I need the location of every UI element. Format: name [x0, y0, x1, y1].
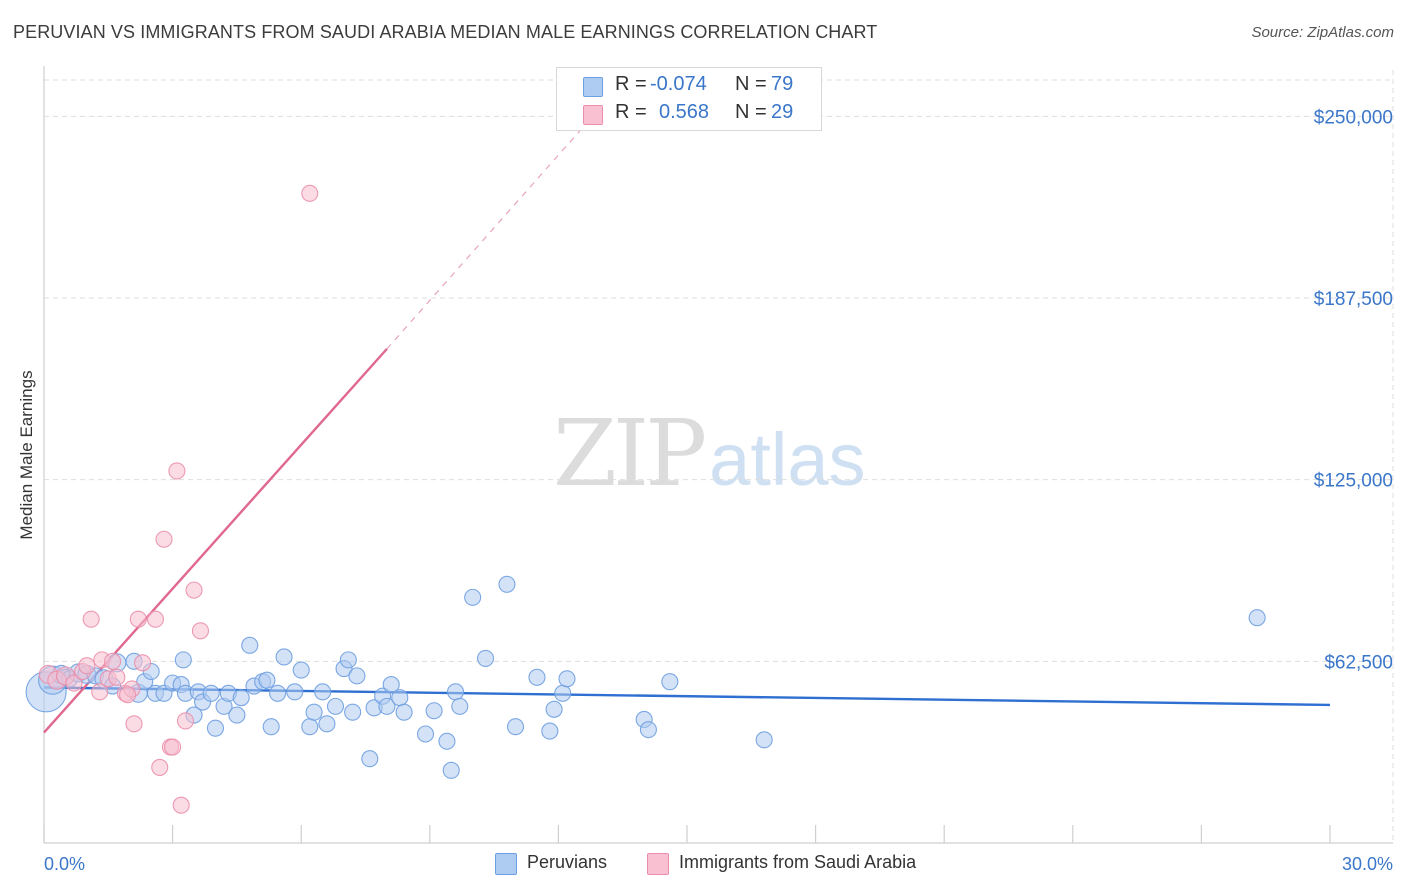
point-peruvians [305, 703, 323, 721]
point-peruvians [442, 761, 460, 779]
point-peruvians [438, 732, 456, 750]
point-peruvians [554, 684, 572, 702]
point-peruvians [286, 683, 304, 701]
point-peruvians [464, 588, 482, 606]
point-peruvians [391, 689, 409, 707]
point-saudi [125, 715, 143, 733]
y-tick-label: $187,500 [1314, 289, 1393, 310]
point-peruvians [344, 703, 362, 721]
point-peruvians [174, 651, 192, 669]
point-peruvians [639, 721, 657, 739]
point-saudi [82, 610, 100, 628]
point-peruvians [661, 673, 679, 691]
y-tick-label: $250,000 [1314, 107, 1393, 128]
x-tick-label: 30.0% [1342, 854, 1393, 874]
legend-n-label: N = [735, 73, 767, 95]
legend-n-label: N = [735, 101, 767, 123]
legend-row-saudi: R = 0.568 N = 29 [557, 101, 821, 129]
point-peruvians [301, 718, 319, 736]
trend-line-saudi-extension [386, 130, 581, 350]
correlation-legend: R = -0.074 N = 79 R = 0.568 N = 29 [556, 67, 822, 131]
point-saudi [78, 657, 96, 675]
point-peruvians [451, 697, 469, 715]
point-peruvians [506, 718, 525, 736]
point-saudi [191, 622, 210, 640]
y-tick-label: $62,500 [1324, 652, 1393, 673]
point-saudi [108, 668, 126, 686]
legend-r-label: R = [615, 101, 647, 123]
trend-line-saudi [43, 348, 388, 734]
point-peruvians [292, 661, 310, 679]
point-peruvians [326, 697, 345, 715]
point-peruvians [378, 697, 396, 715]
point-saudi [151, 758, 169, 776]
point-saudi [168, 462, 186, 480]
point-peruvians [258, 671, 276, 689]
tick-labels: $62,500 $125,000 $187,500 $250,000 0.0% 30.0% [44, 107, 1393, 874]
legend-r-value: 0.568 [659, 101, 710, 123]
trend-lines [43, 130, 1331, 734]
point-saudi [185, 581, 203, 599]
point-peruvians [228, 706, 246, 724]
point-saudi [176, 712, 195, 730]
legend-label-peruvians: Peruvians [527, 852, 608, 872]
point-peruvians [528, 668, 546, 686]
point-peruvians [541, 722, 559, 740]
point-saudi [129, 610, 147, 628]
point-peruvians [348, 667, 366, 685]
point-saudi [104, 652, 122, 670]
point-peruvians [395, 703, 413, 721]
gridlines [44, 70, 1394, 843]
data-points [25, 184, 1266, 814]
point-saudi [119, 686, 137, 704]
point-peruvians [241, 636, 259, 654]
y-tick-label: $125,000 [1314, 471, 1393, 492]
point-peruvians [558, 670, 576, 688]
x-tick-label: 0.0% [44, 854, 85, 874]
point-saudi [134, 654, 152, 672]
point-peruvians [755, 731, 773, 749]
point-saudi [172, 796, 190, 814]
legend-label-saudi: Immigrants from Saudi Arabia [679, 852, 917, 872]
series-legend: Peruvians Immigrants from Saudi Arabia [0, 852, 1406, 878]
legend-row-peruvians: R = -0.074 N = 79 [557, 73, 821, 101]
legend-n-value: 29 [771, 101, 794, 123]
axes [43, 66, 1393, 844]
point-saudi [91, 683, 109, 701]
point-saudi [301, 184, 319, 202]
point-peruvians [206, 719, 225, 737]
point-saudi [146, 610, 165, 628]
legend-swatch-saudi [647, 853, 669, 875]
point-peruvians [262, 718, 280, 736]
point-peruvians [545, 700, 563, 718]
point-peruvians [361, 750, 379, 768]
point-peruvians [314, 683, 332, 701]
point-peruvians [446, 683, 465, 701]
legend-n-value: 79 [771, 73, 794, 95]
point-saudi [164, 738, 182, 756]
point-peruvians [425, 702, 443, 720]
source-credit: Source: ZipAtlas.com [1251, 24, 1394, 41]
point-peruvians [382, 676, 400, 694]
point-peruvians [232, 689, 250, 707]
point-peruvians [1248, 609, 1266, 627]
point-peruvians [269, 684, 287, 702]
point-saudi [65, 674, 83, 692]
legend-r-label: R = [615, 73, 647, 95]
point-peruvians [202, 684, 220, 702]
legend-swatch-peruvians [583, 77, 603, 97]
chart-title: PERUVIAN VS IMMIGRANTS FROM SAUDI ARABIA… [13, 22, 878, 42]
point-peruvians [275, 648, 293, 666]
point-peruvians [476, 649, 495, 667]
legend-r-value: -0.074 [650, 73, 707, 95]
point-peruvians [416, 725, 435, 743]
legend-swatch-peruvians [495, 853, 517, 875]
legend-swatch-saudi [583, 105, 603, 125]
point-saudi [155, 530, 173, 548]
point-peruvians [339, 651, 357, 669]
point-peruvians [498, 575, 516, 593]
point-peruvians [318, 715, 336, 733]
